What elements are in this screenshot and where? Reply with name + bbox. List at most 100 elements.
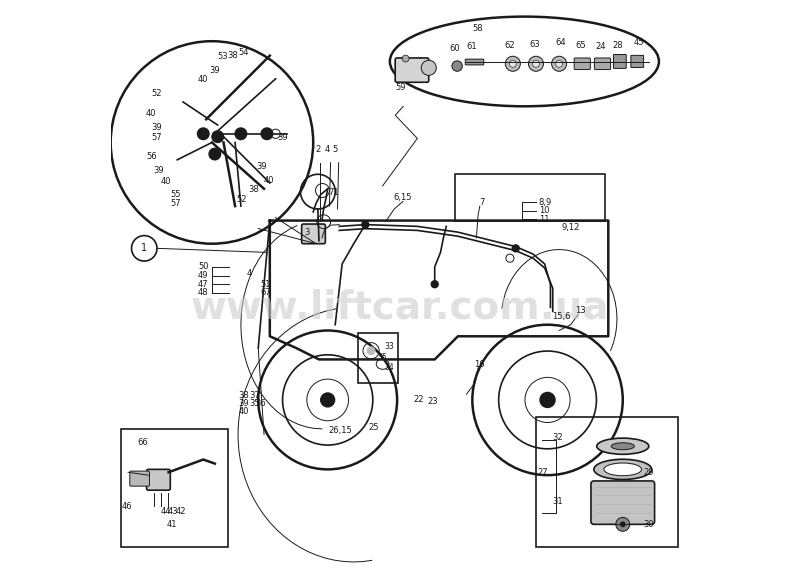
Text: 9,12: 9,12	[562, 223, 580, 232]
Text: 39: 39	[278, 133, 288, 142]
Circle shape	[556, 60, 562, 67]
Text: 48: 48	[198, 288, 209, 298]
Text: 38: 38	[248, 186, 259, 194]
Text: 33: 33	[384, 342, 394, 351]
Text: 40: 40	[198, 75, 209, 85]
Circle shape	[212, 131, 223, 143]
Text: 11: 11	[539, 215, 550, 224]
Text: 2: 2	[315, 146, 321, 154]
Text: 36: 36	[256, 399, 266, 408]
Text: 59: 59	[396, 83, 406, 92]
Text: 57: 57	[170, 199, 182, 208]
Circle shape	[198, 128, 209, 140]
FancyBboxPatch shape	[146, 469, 170, 490]
Circle shape	[362, 221, 369, 228]
Text: 54: 54	[238, 48, 249, 57]
Text: 51: 51	[261, 280, 271, 289]
Text: 24: 24	[595, 42, 606, 52]
Text: 55: 55	[171, 190, 182, 199]
Text: 50: 50	[198, 262, 209, 271]
Circle shape	[512, 245, 519, 252]
FancyBboxPatch shape	[130, 471, 150, 486]
FancyBboxPatch shape	[574, 58, 590, 70]
Text: 39: 39	[256, 162, 266, 171]
Text: 63: 63	[530, 39, 540, 49]
Text: 3: 3	[305, 227, 310, 237]
Circle shape	[540, 393, 555, 408]
Text: 38: 38	[238, 391, 249, 400]
Circle shape	[261, 128, 273, 140]
Text: 64: 64	[555, 38, 566, 48]
Text: 4: 4	[247, 269, 252, 278]
Text: www.liftcar.com.ua: www.liftcar.com.ua	[191, 288, 609, 327]
FancyBboxPatch shape	[631, 55, 643, 67]
Text: 43: 43	[168, 507, 178, 516]
Bar	[358, 334, 398, 383]
Text: 62: 62	[505, 41, 515, 50]
Text: 30: 30	[643, 520, 654, 529]
Text: 5: 5	[333, 146, 338, 154]
Text: 23: 23	[428, 397, 438, 405]
Text: 38: 38	[227, 51, 238, 60]
Circle shape	[431, 281, 438, 288]
Text: 52: 52	[152, 89, 162, 98]
Text: 27: 27	[538, 467, 548, 477]
Text: 34: 34	[384, 363, 394, 372]
Text: 26,15: 26,15	[328, 426, 352, 434]
Text: 15,6: 15,6	[552, 311, 570, 321]
Ellipse shape	[611, 443, 634, 450]
FancyBboxPatch shape	[466, 59, 484, 65]
Text: 1: 1	[141, 244, 147, 253]
Text: 65: 65	[576, 41, 586, 50]
Text: 39: 39	[238, 399, 249, 408]
Ellipse shape	[604, 463, 642, 476]
FancyBboxPatch shape	[302, 224, 326, 244]
Text: 40: 40	[238, 407, 249, 416]
Circle shape	[321, 393, 334, 407]
Text: 71: 71	[328, 188, 338, 197]
Text: 47: 47	[198, 280, 209, 289]
Text: 49: 49	[198, 271, 209, 280]
Text: 39: 39	[152, 124, 162, 132]
Text: 44: 44	[161, 507, 171, 516]
Text: 6,15: 6,15	[394, 193, 412, 202]
Text: 40: 40	[161, 177, 171, 186]
Text: 13: 13	[575, 306, 586, 315]
Text: 52: 52	[237, 195, 247, 204]
Text: 67: 67	[260, 288, 271, 298]
Text: 22: 22	[414, 396, 424, 404]
Text: 8,9: 8,9	[538, 198, 551, 206]
FancyBboxPatch shape	[591, 481, 654, 524]
Text: 56: 56	[146, 153, 157, 161]
Text: 35: 35	[249, 399, 259, 408]
Text: 31: 31	[553, 496, 563, 506]
Text: 25: 25	[369, 423, 379, 432]
Circle shape	[131, 235, 157, 261]
Circle shape	[620, 521, 626, 527]
Text: 16: 16	[474, 360, 485, 368]
Ellipse shape	[597, 438, 649, 454]
Text: 35: 35	[378, 353, 387, 361]
Bar	[536, 417, 678, 548]
Circle shape	[510, 60, 516, 67]
Ellipse shape	[594, 459, 652, 480]
Text: 39: 39	[154, 166, 164, 175]
Text: 40: 40	[146, 109, 157, 118]
Text: 10: 10	[539, 206, 550, 215]
Circle shape	[533, 60, 539, 67]
Text: 60: 60	[449, 44, 459, 53]
Text: 53: 53	[217, 52, 228, 61]
Circle shape	[551, 56, 566, 71]
Text: 37: 37	[249, 391, 259, 400]
Text: 28: 28	[613, 41, 623, 50]
Circle shape	[367, 347, 375, 355]
Circle shape	[209, 148, 221, 160]
Circle shape	[616, 517, 630, 531]
Text: 66: 66	[137, 438, 148, 447]
Text: 61: 61	[466, 42, 477, 52]
Text: 57: 57	[152, 133, 162, 142]
Text: 29: 29	[643, 467, 654, 477]
FancyBboxPatch shape	[614, 55, 626, 68]
Circle shape	[529, 56, 543, 71]
Text: 41: 41	[166, 520, 177, 529]
